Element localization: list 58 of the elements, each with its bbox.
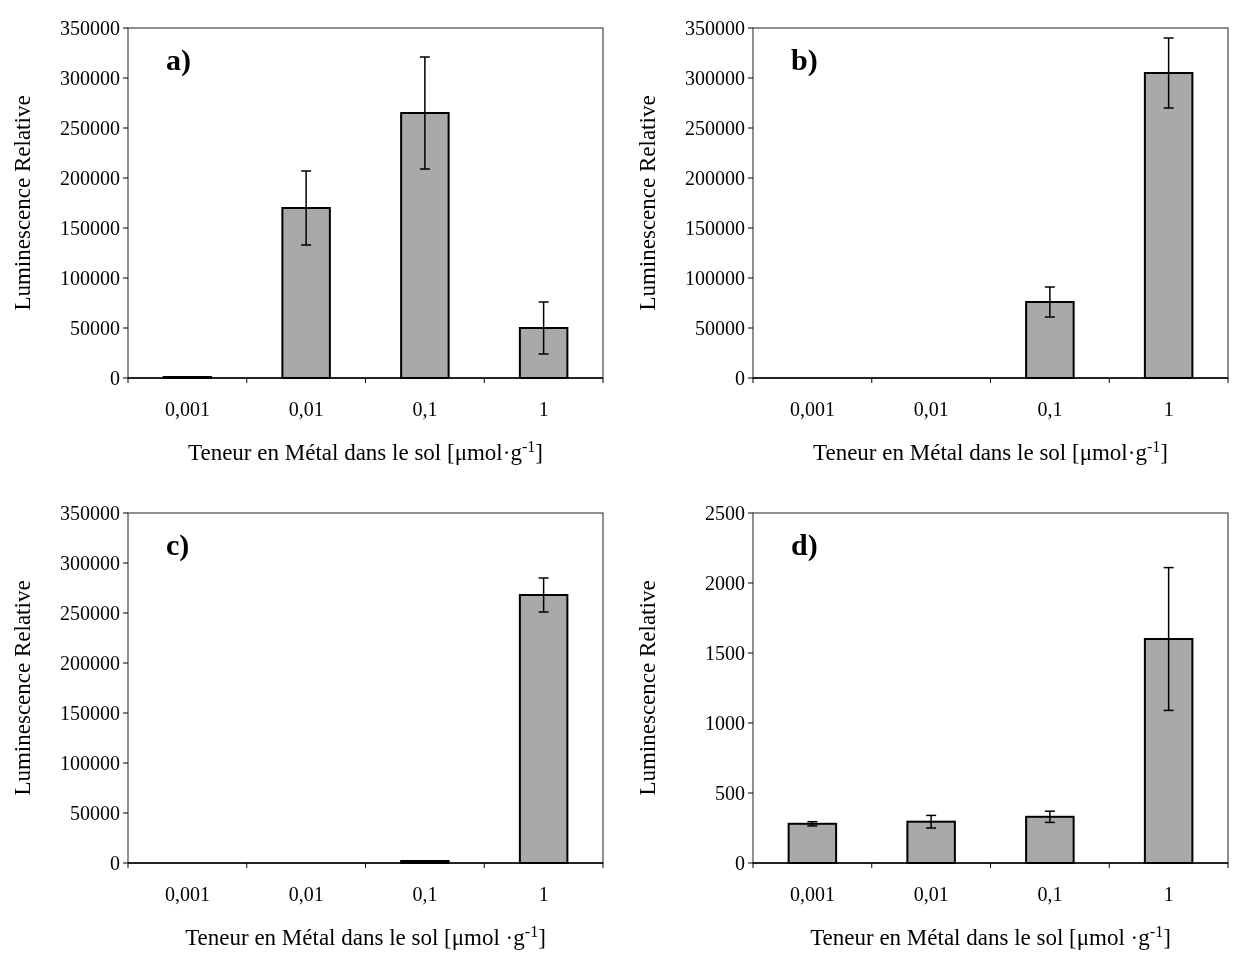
y-tick-label: 1500 — [705, 642, 745, 664]
x-tick-label: 1 — [538, 883, 549, 905]
y-tick-label: 200000 — [685, 167, 745, 189]
x-axis-title: Teneur en Métal dans le sol [μmol·g$^{-1}$] — [188, 437, 543, 465]
x-tick-label: 0,1 — [1037, 883, 1063, 905]
y-axis-title: Luminescence Relative — [10, 95, 35, 311]
x-tick-label: 0,01 — [913, 883, 949, 905]
y-tick-label: 2000 — [705, 572, 745, 594]
y-tick-label: 0 — [110, 367, 120, 389]
x-tick-label: 0,01 — [288, 883, 324, 905]
x-tick-label: 0,1 — [412, 398, 438, 420]
y-tick-label: 0 — [735, 852, 745, 874]
text: b) — [791, 43, 818, 77]
y-tick-label: 200000 — [60, 652, 120, 674]
y-tick-label: 50000 — [70, 317, 120, 339]
x-axis-title: Teneur en Métal dans le sol [μmol ·g$^{-1}$] — [810, 922, 1171, 950]
y-tick-label: 0 — [110, 852, 120, 874]
x-tick-label: 0,001 — [789, 883, 835, 905]
y-axis-title: Luminescence Relative — [635, 580, 660, 796]
y-tick-label: 500 — [715, 782, 745, 804]
y-tick-label: 150000 — [685, 217, 745, 239]
y-tick-label: 350000 — [60, 17, 120, 39]
x-tick-label: 1 — [538, 398, 549, 420]
x-tick-label: 1 — [1163, 883, 1174, 905]
y-tick-label: 300000 — [60, 552, 120, 574]
y-tick-label: 50000 — [695, 317, 745, 339]
y-tick-label: 200000 — [60, 167, 120, 189]
y-tick-label: 350000 — [60, 502, 120, 524]
y-tick-label: 350000 — [685, 17, 745, 39]
text: d) — [791, 528, 818, 562]
y-axis-title: Luminescence Relative — [10, 580, 35, 796]
x-tick-label: 0,001 — [164, 883, 210, 905]
y-tick-label: 50000 — [70, 802, 120, 824]
x-tick-label: 0,01 — [288, 398, 324, 420]
y-tick-label: 250000 — [685, 117, 745, 139]
x-axis-title: Teneur en Métal dans le sol [μmol·g$^{-1}$] — [813, 437, 1168, 465]
y-tick-label: 250000 — [60, 602, 120, 624]
x-tick-label: 0,001 — [164, 398, 210, 420]
x-tick-label: 0,001 — [789, 398, 835, 420]
x-tick-label: 0,01 — [913, 398, 949, 420]
text: c) — [166, 528, 190, 562]
y-tick-label: 100000 — [60, 267, 120, 289]
y-tick-label: 150000 — [60, 217, 120, 239]
text: a) — [166, 43, 191, 77]
y-tick-label: 100000 — [685, 267, 745, 289]
x-tick-label: 0,1 — [412, 883, 438, 905]
y-tick-label: 250000 — [60, 117, 120, 139]
y-tick-label: 2500 — [705, 502, 745, 524]
y-tick-label: 150000 — [60, 702, 120, 724]
y-tick-label: 300000 — [60, 67, 120, 89]
x-tick-label: 0,1 — [1037, 398, 1063, 420]
x-tick-label: 1 — [1163, 398, 1174, 420]
y-tick-label: 100000 — [60, 752, 120, 774]
y-tick-label: 300000 — [685, 67, 745, 89]
y-tick-label: 1000 — [705, 712, 745, 734]
x-axis-title: Teneur en Métal dans le sol [μmol ·g$^{-1}$] — [185, 922, 546, 950]
y-axis-title: Luminescence Relative — [635, 95, 660, 311]
y-tick-label: 0 — [735, 367, 745, 389]
